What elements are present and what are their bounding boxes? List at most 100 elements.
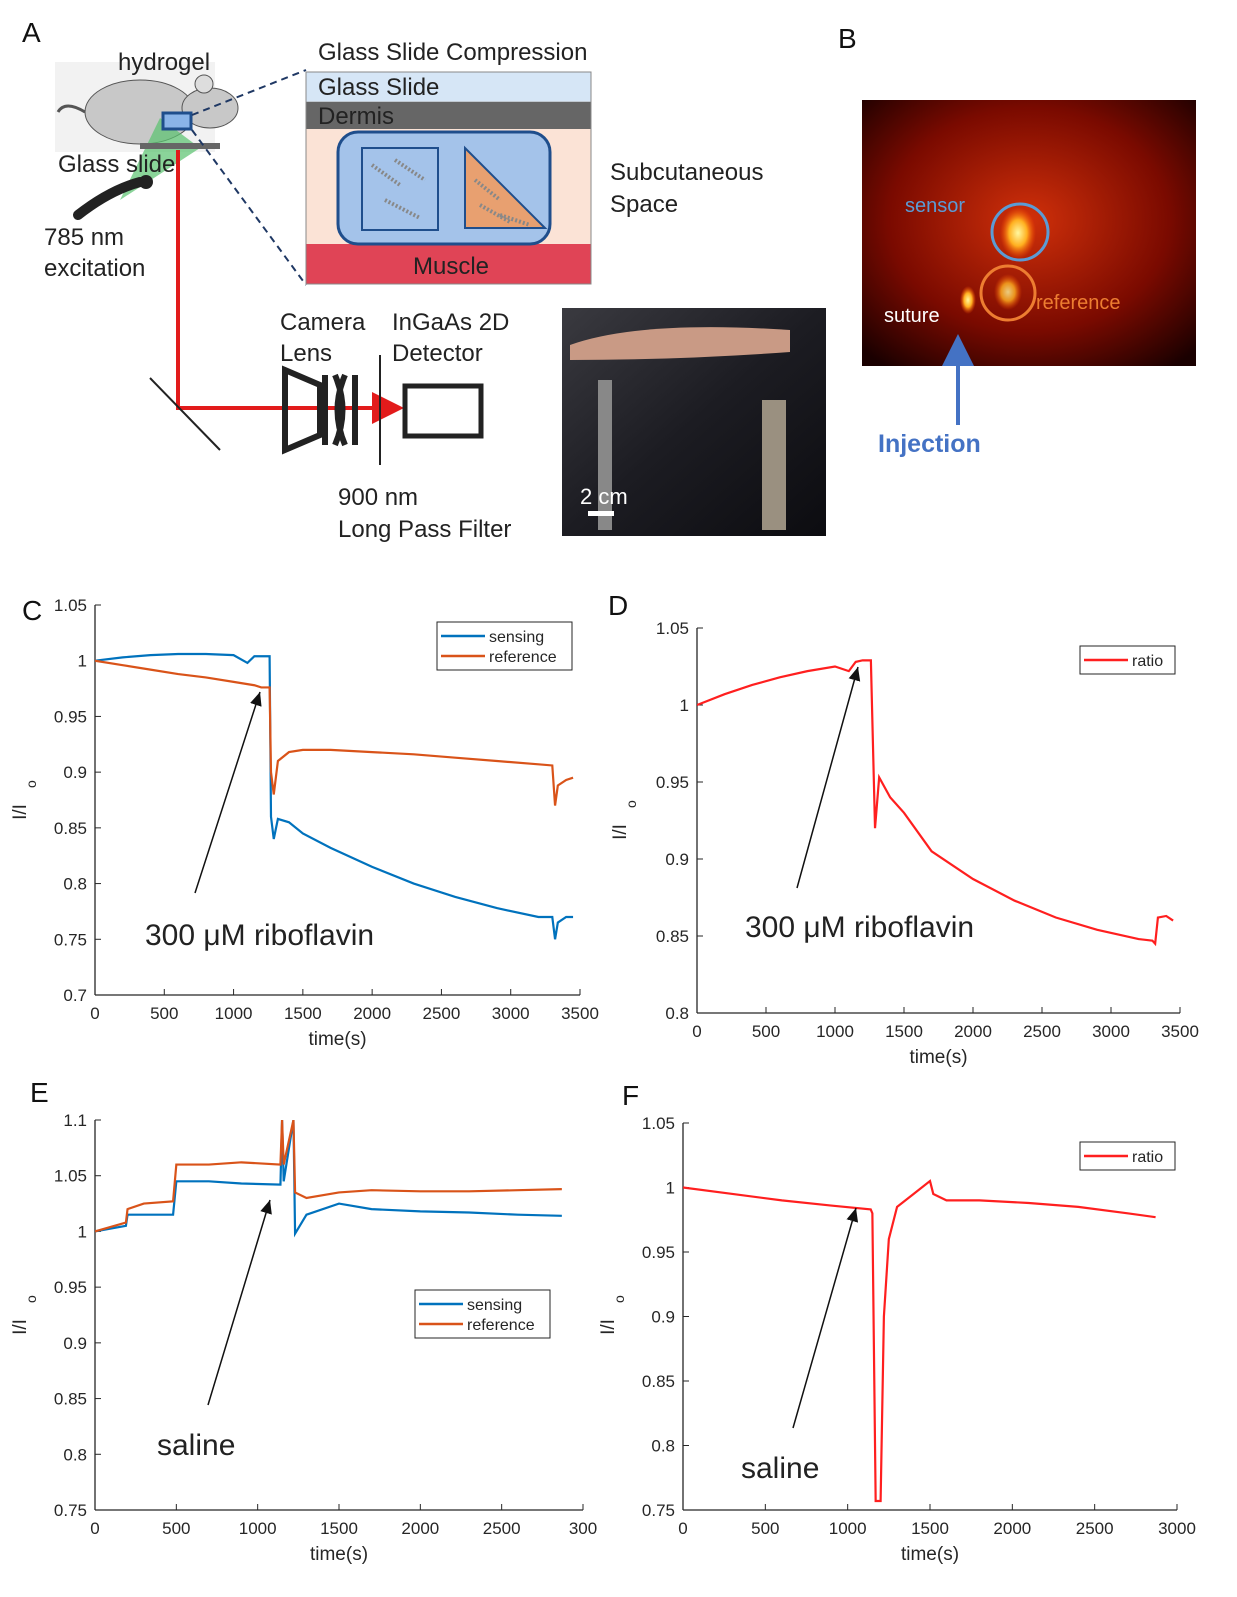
y-tick-label: 0.75	[642, 1501, 675, 1520]
y-axis-label-sub: o	[23, 780, 39, 788]
y-tick-label: 0.85	[54, 1390, 87, 1409]
y-tick-label: 0.95	[54, 1278, 87, 1297]
x-tick-label: 1000	[829, 1519, 867, 1538]
label: reference	[1036, 292, 1121, 314]
x-tick-label: 1000	[239, 1519, 277, 1538]
y-tick-label: 1	[680, 696, 689, 715]
legend-label: sensing	[467, 1297, 522, 1314]
y-tick-label: 0.95	[54, 707, 87, 726]
x-tick-label: 2000	[353, 1004, 391, 1023]
y-tick-label: 0.75	[54, 1501, 87, 1520]
y-axis-label-sub: o	[611, 1295, 627, 1303]
annotation: 300 μM riboflavin	[745, 911, 974, 944]
x-tick-label: 0	[678, 1519, 687, 1538]
panel-letter: E	[30, 1077, 49, 1108]
y-axis-label-group: I/Io	[598, 1295, 627, 1335]
y-axis-label-group: I/Io	[610, 800, 639, 840]
x-tick-label: 2500	[1023, 1022, 1061, 1041]
label: hydrogel	[118, 49, 210, 76]
panel-a: A hydrogel Glass slide 785 nm excitation…	[22, 17, 826, 543]
annotation-arrow	[793, 1208, 856, 1428]
x-tick-label: 0	[90, 1004, 99, 1023]
panel-letter: D	[608, 590, 628, 621]
y-tick-label: 0.7	[63, 986, 87, 1005]
y-tick-label: 0.9	[665, 850, 689, 869]
x-tick-label: 2500	[483, 1519, 521, 1538]
legend-label: sensing	[489, 629, 544, 646]
x-axis-label: time(s)	[909, 1047, 967, 1068]
y-axis-label-group: I/Io	[10, 780, 39, 820]
mirror	[150, 378, 220, 450]
data-line	[95, 661, 573, 806]
y-axis-label-sub: o	[23, 1295, 39, 1303]
suture-spot	[960, 286, 976, 314]
x-tick-label: 3000	[1158, 1519, 1196, 1538]
x-tick-label: 500	[150, 1004, 178, 1023]
x-tick-label: 500	[751, 1519, 779, 1538]
x-tick-label: 500	[162, 1519, 190, 1538]
y-tick-label: 0.95	[642, 1243, 675, 1262]
label: Dermis	[318, 103, 394, 130]
fiber	[78, 182, 140, 215]
annotation-arrow	[797, 667, 858, 888]
y-tick-label: 0.75	[54, 930, 87, 949]
fiber-tip	[139, 175, 153, 189]
label: Glass Slide Compression	[318, 39, 587, 66]
legend-label: reference	[489, 649, 557, 666]
panel-letter: B	[838, 23, 857, 54]
y-tick-label: 0.9	[651, 1308, 675, 1327]
x-tick-label: 3500	[561, 1004, 599, 1023]
chart-panel: E0.750.80.850.90.9511.051.10500100015002…	[10, 1077, 597, 1565]
y-tick-label: 0.85	[54, 819, 87, 838]
sensor-square	[362, 148, 438, 230]
y-axis-label-sub: o	[623, 800, 639, 808]
annotation-arrow	[195, 692, 260, 893]
x-tick-label: 3000	[492, 1004, 530, 1023]
x-axis-label: time(s)	[901, 1544, 959, 1565]
legend-label: ratio	[1132, 653, 1163, 670]
data-line	[95, 1120, 562, 1234]
label: InGaAs 2D	[392, 309, 509, 336]
detector	[405, 386, 481, 436]
label: 900 nm	[338, 484, 418, 511]
x-tick-label: 300	[569, 1519, 597, 1538]
legend-label: ratio	[1132, 1149, 1163, 1166]
x-tick-label: 2000	[954, 1022, 992, 1041]
panel-letter: F	[622, 1080, 639, 1111]
y-tick-label: 1	[78, 652, 87, 671]
label: Camera	[280, 309, 366, 336]
y-tick-label: 0.9	[63, 763, 87, 782]
data-line	[697, 660, 1173, 943]
x-tick-label: 3500	[1161, 1022, 1199, 1041]
mouse-ear	[195, 75, 213, 93]
x-tick-label: 1500	[911, 1519, 949, 1538]
x-tick-label: 1500	[885, 1022, 923, 1041]
label: Glass Slide	[318, 74, 439, 101]
label: Muscle	[413, 253, 489, 280]
chart-panel: C0.70.750.80.850.90.9511.050500100015002…	[10, 595, 599, 1050]
annotation: 300 μM riboflavin	[145, 919, 374, 952]
label: Long Pass Filter	[338, 516, 511, 543]
x-tick-label: 1000	[816, 1022, 854, 1041]
y-tick-label: 1.05	[54, 596, 87, 615]
figure: A hydrogel Glass slide 785 nm excitation…	[0, 0, 1237, 1597]
label: Lens	[280, 340, 332, 367]
label: Glass slide	[58, 151, 175, 178]
label: Injection	[878, 430, 981, 458]
y-axis-label: I/I	[10, 1319, 31, 1335]
annotation: saline	[741, 1452, 819, 1485]
x-axis-label: time(s)	[310, 1544, 368, 1565]
y-tick-label: 1.05	[656, 619, 689, 638]
label: suture	[884, 305, 940, 327]
label: 785 nm	[44, 224, 124, 251]
panel-letter: C	[22, 595, 42, 626]
y-tick-label: 0.8	[651, 1437, 675, 1456]
x-axis-label: time(s)	[308, 1029, 366, 1050]
legend-label: reference	[467, 1317, 535, 1334]
y-tick-label: 1.1	[63, 1111, 87, 1130]
x-tick-label: 500	[752, 1022, 780, 1041]
sensor-spot	[1000, 207, 1036, 259]
y-tick-label: 1	[666, 1179, 675, 1198]
